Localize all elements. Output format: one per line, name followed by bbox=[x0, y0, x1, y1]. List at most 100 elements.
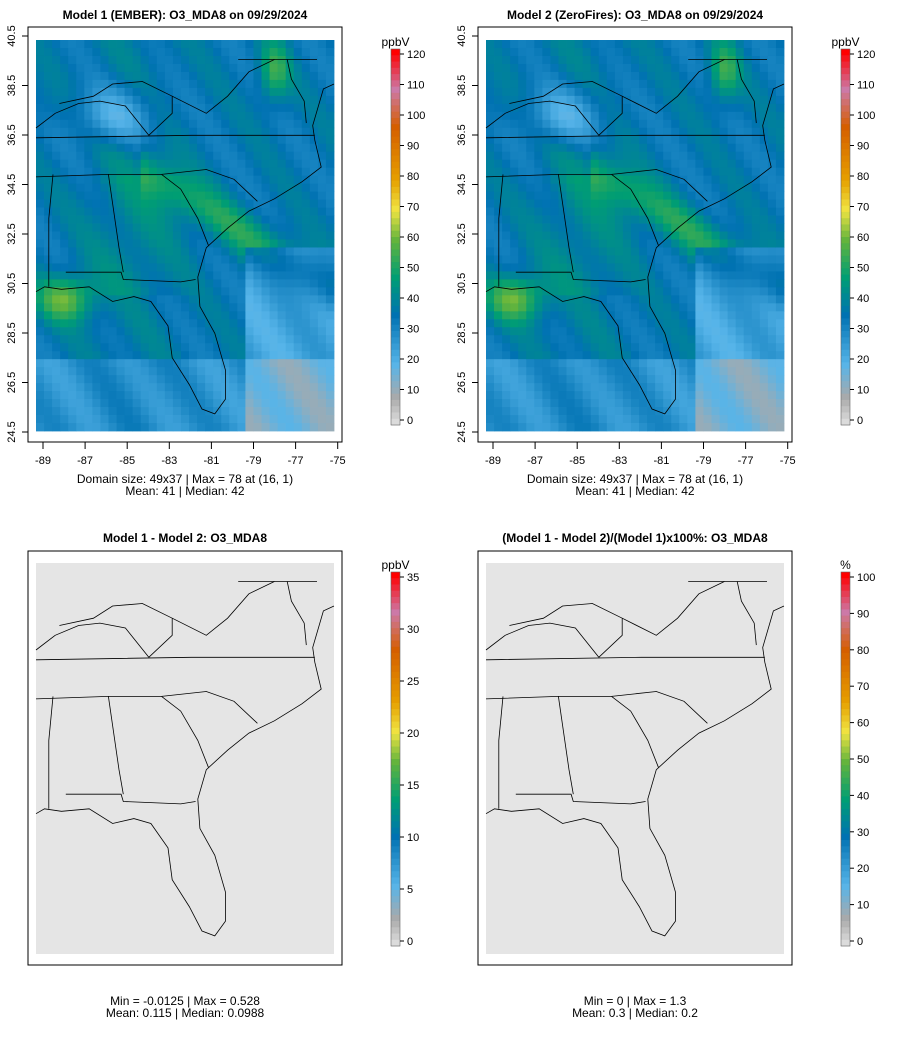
heat-cell bbox=[582, 87, 592, 97]
heat-cell bbox=[293, 79, 303, 89]
colorbar-segment bbox=[841, 727, 850, 735]
heat-cell bbox=[52, 215, 61, 224]
heat-cell bbox=[317, 351, 327, 360]
heat-cell bbox=[775, 367, 785, 376]
heat-cell bbox=[164, 271, 174, 280]
heat-cell bbox=[36, 247, 45, 256]
heat-cell bbox=[68, 127, 77, 137]
heat-cell bbox=[759, 263, 769, 272]
heat-cell bbox=[213, 383, 222, 392]
heat-cell bbox=[663, 63, 672, 73]
heat-cell bbox=[213, 167, 222, 177]
heat-cell bbox=[630, 143, 640, 153]
heat-cell bbox=[630, 40, 640, 49]
heat-cell bbox=[526, 343, 535, 352]
border-line-5 bbox=[48, 696, 54, 809]
heat-cell bbox=[269, 143, 279, 153]
heat-cell bbox=[663, 279, 672, 288]
heat-cell bbox=[735, 183, 745, 193]
heat-cell bbox=[293, 71, 303, 81]
heat-cell bbox=[630, 247, 640, 256]
heat-cell bbox=[84, 119, 93, 129]
heat-cell bbox=[213, 183, 222, 193]
heat-cell bbox=[36, 295, 45, 304]
heat-cell bbox=[116, 375, 125, 384]
heat-cell bbox=[116, 319, 125, 328]
heat-cell bbox=[663, 175, 672, 185]
heat-cell bbox=[494, 175, 503, 185]
colorbar-tick-label: 100 bbox=[407, 110, 425, 122]
heat-cell bbox=[124, 103, 134, 113]
heat-cell bbox=[52, 399, 61, 408]
heat-cell bbox=[245, 383, 254, 392]
heat-cell bbox=[727, 255, 737, 264]
heat-cell bbox=[486, 343, 495, 352]
heat-cell bbox=[180, 207, 190, 216]
heat-cell bbox=[630, 311, 640, 320]
colorbar-segment bbox=[841, 92, 850, 100]
heat-cell bbox=[622, 303, 632, 312]
heat-cell bbox=[671, 95, 680, 105]
heat-cell bbox=[542, 135, 551, 145]
heat-cell bbox=[735, 63, 745, 73]
heat-cell bbox=[197, 247, 206, 256]
heat-cell bbox=[614, 199, 624, 208]
heat-cell bbox=[647, 175, 656, 185]
heat-cell bbox=[751, 351, 761, 360]
heat-cell bbox=[622, 231, 632, 240]
heat-cell bbox=[36, 271, 45, 280]
heat-cell bbox=[598, 63, 608, 73]
heat-cell bbox=[767, 327, 777, 336]
heat-cell bbox=[719, 231, 729, 240]
y-tick-label: 28.5 bbox=[456, 322, 468, 343]
heat-cell bbox=[534, 127, 543, 137]
heat-cell bbox=[197, 319, 206, 328]
heat-cell bbox=[687, 295, 696, 304]
heat-cell bbox=[679, 135, 688, 145]
heat-cell bbox=[156, 207, 166, 216]
heat-cell bbox=[558, 311, 567, 320]
heat-cell bbox=[164, 383, 174, 392]
heat-cell bbox=[285, 207, 295, 216]
heat-cell bbox=[558, 295, 567, 304]
colorbar-segment bbox=[391, 709, 400, 716]
heat-cell bbox=[526, 367, 535, 376]
heat-cell bbox=[727, 167, 737, 177]
heat-cell bbox=[100, 255, 109, 264]
heat-cell bbox=[566, 239, 575, 248]
heat-cell bbox=[317, 367, 327, 376]
heat-cell bbox=[44, 343, 53, 352]
colorbar-segment bbox=[841, 55, 850, 63]
heat-cell bbox=[92, 343, 101, 352]
heat-cell bbox=[245, 159, 254, 169]
heat-cell bbox=[582, 335, 592, 344]
heat-cell bbox=[526, 239, 535, 248]
heat-cell bbox=[671, 335, 680, 344]
colorbar-segment bbox=[841, 653, 850, 660]
colorbar-segment bbox=[391, 305, 400, 313]
heat-cell bbox=[164, 63, 174, 73]
heat-cell bbox=[743, 319, 753, 328]
heat-cell bbox=[719, 303, 729, 312]
heat-cell bbox=[687, 343, 696, 352]
heat-cell bbox=[309, 359, 319, 368]
heat-cell bbox=[695, 159, 704, 169]
heat-cell bbox=[630, 359, 640, 368]
heat-cell bbox=[309, 335, 319, 344]
heat-cell bbox=[52, 40, 61, 49]
heat-cell bbox=[108, 303, 117, 312]
heat-cell bbox=[671, 71, 680, 81]
heat-cell bbox=[751, 407, 761, 416]
heat-cell bbox=[502, 239, 511, 248]
heat-cell bbox=[735, 55, 745, 65]
colorbar-segment bbox=[841, 218, 850, 225]
heat-cell bbox=[277, 423, 287, 432]
heat-cell bbox=[132, 391, 142, 400]
border-line-5 bbox=[498, 696, 504, 809]
heat-cell bbox=[60, 399, 69, 408]
heat-cell bbox=[92, 47, 101, 57]
heat-cell bbox=[237, 359, 246, 368]
heat-cell bbox=[614, 63, 624, 73]
heat-cell bbox=[285, 55, 295, 65]
heat-cell bbox=[309, 343, 319, 352]
